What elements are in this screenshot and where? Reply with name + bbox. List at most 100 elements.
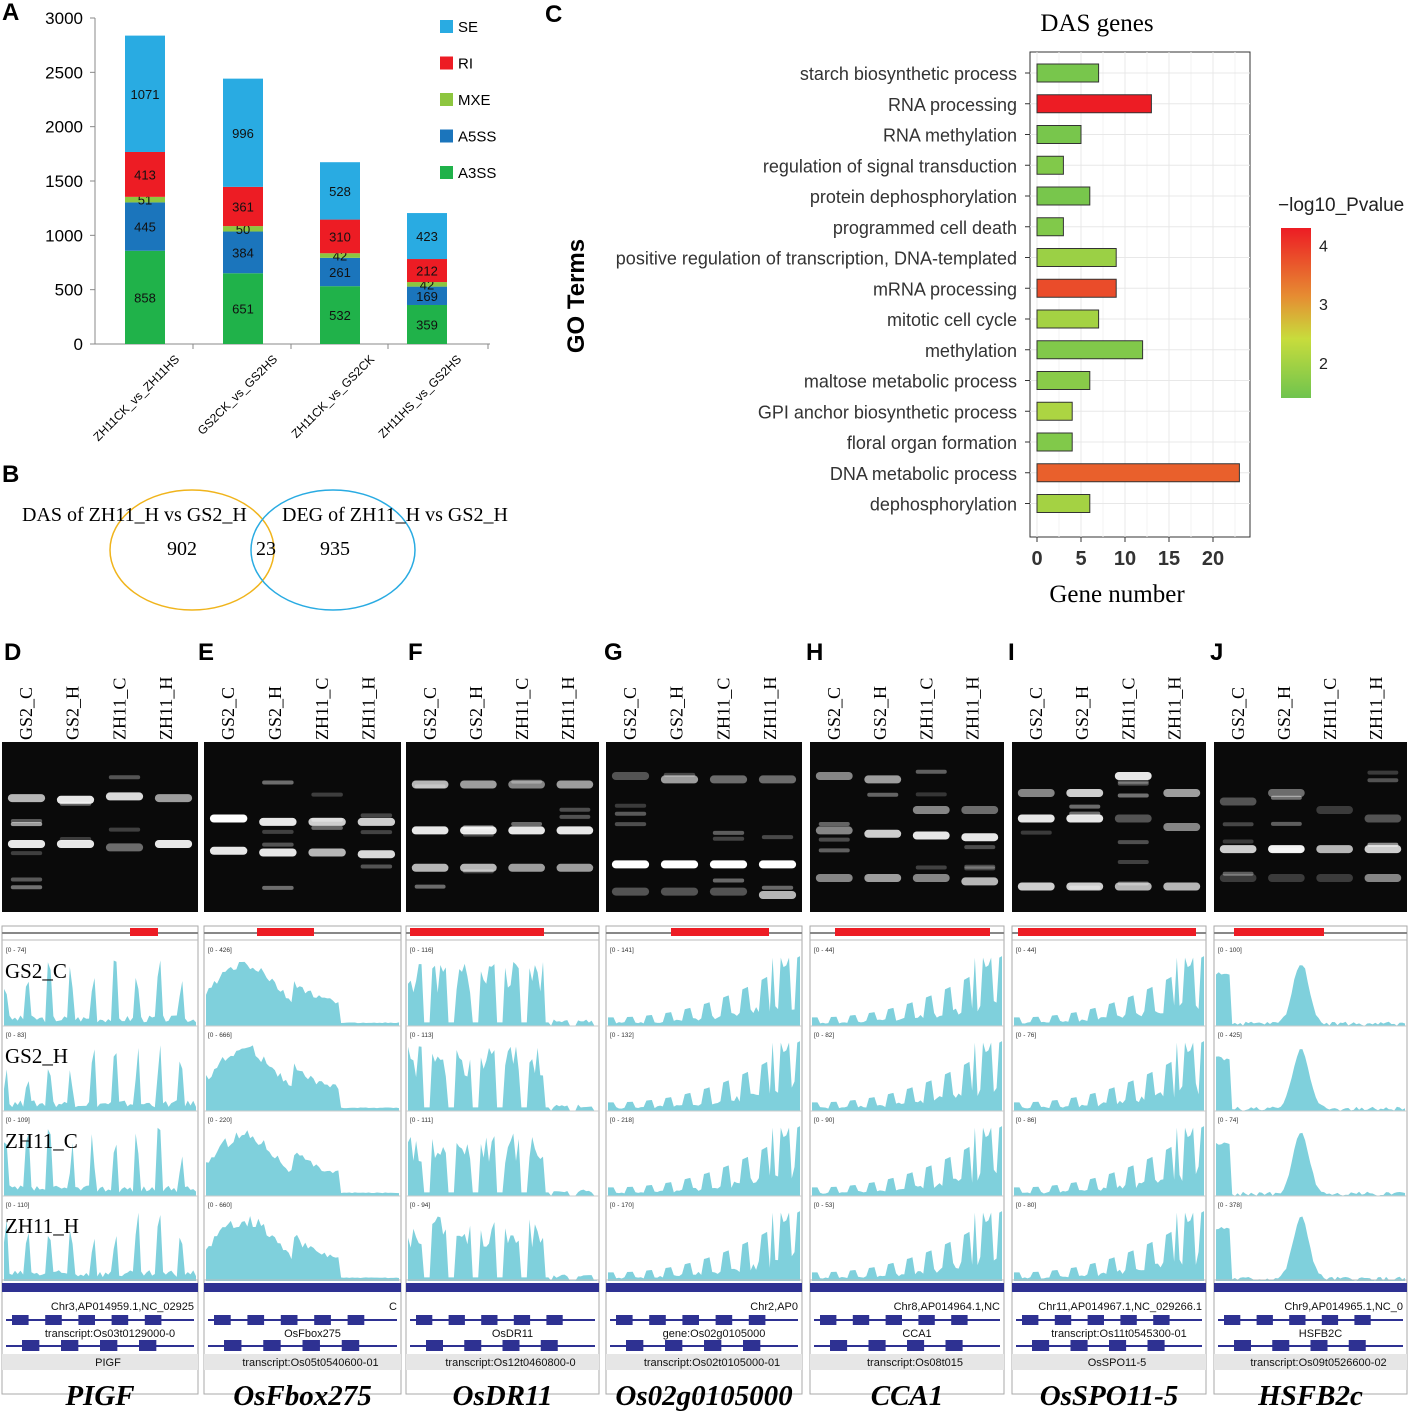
exon-block [743,1340,761,1351]
go-bar [1036,125,1082,144]
bar-segment-a3ss [407,304,447,344]
exon-block [704,1340,722,1351]
gene-panel-os02g0105000: G GS2_C GS2_H ZH11_C ZH11_H [0 - 141] [0 - 132… [604,639,803,1412]
exon-block [1070,1340,1088,1351]
go-bar [1036,155,1064,175]
gel-band-faint [108,827,141,832]
transcript-label: HSFB2C [1299,1328,1342,1340]
gel-lane-label: ZH11_C [1320,678,1340,740]
gel-band [1163,789,1201,797]
gel-band [56,840,95,848]
track-range-label: [0 - 425] [1218,1032,1242,1039]
gel-band [660,887,699,896]
legend-swatch-mxe [440,93,453,106]
gel-lane-label: ZH11_H [1165,677,1185,740]
gel-band [912,831,950,840]
gel-band [556,780,594,789]
gene-name-label: HSFB2c [1257,1380,1363,1412]
gel-band-faint [59,801,92,806]
chromosome-track [1012,1283,1206,1292]
gel-band-faint [360,830,393,835]
gel-image [2,742,198,912]
exon-block [12,1315,29,1325]
panel-label: H [806,639,823,666]
gel-band-faint [614,822,647,827]
coverage-track [4,1212,196,1281]
transcript-label: transcript:Os09t0526600-02 [1250,1357,1386,1369]
track-range-label: [0 - 74] [1218,1117,1238,1124]
coverage-track [408,1216,597,1281]
y-axis-label: GO Terms [563,239,590,353]
gel-band-faint [10,822,43,827]
track-range-label: [0 - 666] [208,1032,232,1039]
coverage-track [608,956,800,1026]
coverage-track [812,1211,1002,1281]
transcript-label-band [1012,1354,1206,1370]
exon-block [448,1315,465,1325]
gel-band-faint [1270,848,1302,853]
panel-label-c: C [545,1,562,28]
go-bar [1036,94,1152,114]
region-highlight [671,928,769,936]
transcript-label: transcript:Os05t0540600-01 [242,1357,378,1369]
bar-segment-se [223,78,263,187]
panels-d-j-gels-and-tracks: D GS2_C GS2_H ZH11_C ZH11_H [0 - 74] GS2_C [0 -… [1,639,1408,1412]
chromosome-track [810,1283,1004,1292]
transcript-label: PIGF [95,1357,121,1369]
gel-lane-label: GS2_H [1274,686,1294,740]
bar-segment-ri [320,219,360,254]
track-range-label: [0 - 111] [410,1117,433,1124]
chromosome-label: Chr11,AP014967.1,NC_029266.1 [1038,1301,1202,1313]
coverage-track [4,960,196,1026]
bar-segment-a3ss [320,286,360,344]
gel-band [912,874,950,882]
gel-band-faint [511,822,543,827]
gel-lane-label: GS2_C [1228,687,1248,740]
x-category-label: GS2CK_vs_GS2HS [195,352,280,437]
exon-block [1321,1315,1339,1325]
gel-band-faint [360,813,393,818]
gel-band-faint [10,818,43,823]
track-range-label: [0 - 94] [410,1202,430,1209]
go-bar [1036,217,1064,237]
bar-segment-a5ss [223,231,263,274]
gel-band-faint [663,772,696,777]
gel-band-faint [10,851,43,856]
chromosome-track [606,1283,802,1292]
venn-left-count: 902 [167,538,197,560]
gel-band [961,806,999,814]
chromosome-track [2,1283,198,1292]
legend-label-mxe: MXE [458,92,491,109]
transcript-label: OsDR11 [492,1328,533,1340]
panel-b-venn-diagram: DAS of ZH11_H vs GS2_H DEG of ZH11_H vs … [22,489,508,611]
gel-band [1163,882,1201,891]
legend-label-ri: RI [458,56,473,73]
gel-band-faint [1117,781,1149,786]
panel-c-go-terms-chart: starch biosynthetic process RNA processin… [563,10,1404,608]
gel-band [660,860,699,869]
bar-value-label: 310 [329,229,351,244]
gel-band-faint [1117,840,1149,845]
legend-swatch-se [440,20,453,33]
gel-band [1316,806,1353,814]
gel-band [1268,845,1305,854]
gel-band [357,817,396,826]
track-range-label: [0 - 53] [814,1202,834,1209]
legend-label-se: SE [458,19,478,36]
coverage-track [206,1045,399,1111]
gene-name-label: OsDR11 [453,1380,553,1412]
exon-block [715,1315,733,1325]
gel-band-faint [1020,830,1052,835]
bar-value-label: 413 [134,167,156,182]
coverage-track [4,1045,196,1111]
gel-band [709,887,748,896]
venn-circle-das [109,489,275,611]
gel-band-faint [59,837,92,842]
x-tick-label: 20 [1202,548,1224,570]
gel-band-faint [1367,842,1399,847]
coverage-track [206,1130,399,1196]
gel-image [204,742,401,912]
region-highlight [835,928,990,936]
gel-band-faint [10,822,43,827]
